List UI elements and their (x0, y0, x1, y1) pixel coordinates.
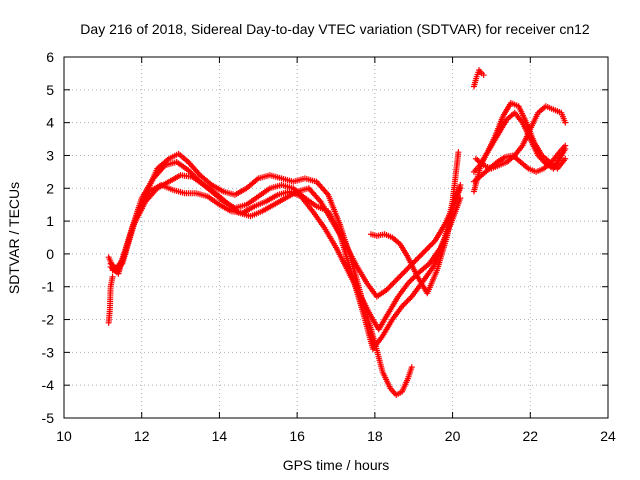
trace-marker-pass-4 (401, 268, 408, 275)
data-point-pass-8 (562, 119, 569, 126)
trace-marker-pass-4 (390, 279, 397, 286)
y-tick-label: 2 (46, 180, 54, 196)
data-point-pass-7 (562, 155, 569, 162)
trace-marker-pass-4 (419, 250, 426, 257)
trace-marker-pass-4 (420, 249, 427, 256)
y-tick-label: 6 (46, 49, 54, 65)
data-point-pass-1 (408, 364, 415, 371)
trace-marker-pass-4 (398, 271, 405, 278)
x-tick-label: 12 (134, 428, 150, 444)
y-tick-label: -4 (42, 377, 55, 393)
trace-marker-pass-4 (397, 272, 404, 279)
y-tick-label: 5 (46, 82, 54, 98)
y-tick-label: 1 (46, 213, 54, 229)
y-tick-label: -3 (42, 344, 55, 360)
trace-marker-pass-2 (403, 299, 410, 306)
trace-marker-pass-4 (414, 256, 421, 263)
trace-marker-pass-2 (404, 297, 411, 304)
x-tick-label: 10 (56, 428, 72, 444)
data-point-pass-5 (457, 185, 464, 192)
y-tick-label: -5 (42, 410, 55, 426)
trace-marker-pass-4 (425, 244, 432, 251)
y-tick-label: 4 (46, 115, 54, 131)
trace-marker-pass-3 (409, 276, 416, 283)
data-point-pass-11 (109, 273, 116, 280)
x-tick-label: 24 (600, 428, 616, 444)
data-point-pass-4 (402, 267, 409, 274)
data-point-pass-4 (412, 257, 419, 264)
data-point-pass-4 (422, 247, 429, 254)
trace-marker-pass-3 (407, 277, 414, 284)
grid-layer (64, 57, 608, 418)
trace-marker-pass-4 (423, 246, 430, 253)
trace-marker-pass-4 (386, 284, 393, 291)
x-tick-label: 14 (212, 428, 228, 444)
data-point-pass-4 (393, 277, 400, 284)
y-axis-label: SDTVAR / TECUs (6, 182, 22, 294)
x-tick-label: 18 (367, 428, 383, 444)
x-tick-label: 16 (289, 428, 305, 444)
trace-marker-pass-4 (389, 281, 396, 288)
y-tick-label: 3 (46, 147, 54, 163)
trace-marker-pass-4 (429, 240, 436, 247)
y-tick-label: -1 (42, 279, 55, 295)
chart-title: Day 216 of 2018, Sidereal Day-to-day VTE… (80, 21, 590, 37)
trace-marker-pass-4 (391, 278, 398, 285)
point-layer (105, 67, 569, 399)
trace-marker-pass-4 (415, 254, 422, 261)
trace-marker-pass-4 (394, 275, 401, 282)
x-tick-label: 22 (522, 428, 538, 444)
trace-marker-pass-4 (400, 270, 407, 277)
trace-marker-pass-4 (404, 265, 411, 272)
data-point-pass-9 (562, 142, 569, 149)
trace-marker-pass-4 (416, 253, 423, 260)
x-axis-label: GPS time / hours (283, 457, 390, 473)
y-tick-label: 0 (46, 246, 54, 262)
trace-marker-pass-4 (418, 251, 425, 258)
trace-marker-pass-2 (405, 296, 412, 303)
x-tick-label: 20 (445, 428, 461, 444)
trace-marker-pass-4 (426, 243, 433, 250)
data-point-pass-10 (480, 72, 487, 79)
trace-marker-pass-4 (396, 274, 403, 281)
trace-marker-pass-2 (401, 300, 408, 307)
trace-marker-pass-4 (387, 282, 394, 289)
trace-marker-pass-4 (427, 242, 434, 249)
plot-frame (63, 56, 609, 419)
y-tick-label: -2 (42, 312, 55, 328)
data-point-pass-2 (455, 149, 462, 156)
